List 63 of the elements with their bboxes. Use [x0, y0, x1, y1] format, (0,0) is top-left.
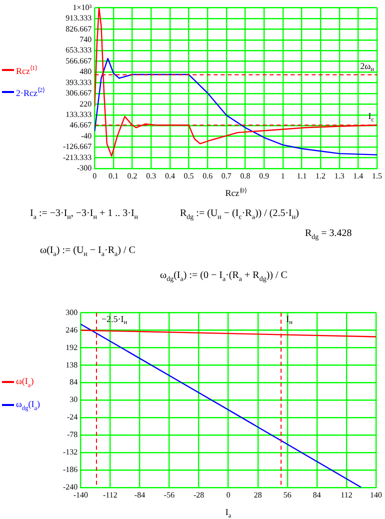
x-tick-label: 0.6	[202, 171, 213, 180]
y-tick-label: -132	[62, 448, 78, 457]
y-tick-label: 300	[66, 308, 78, 317]
y-tick-label: -24	[66, 412, 78, 422]
y-tick-label: -126.667	[62, 142, 92, 152]
legend-label: 2·Rcz$^{⟨2⟩}$	[16, 86, 45, 98]
y-tick-label: -213.333	[62, 152, 92, 162]
y-tick-label: 138	[66, 360, 78, 370]
y-tick-label: 306.667	[66, 88, 92, 98]
x-tick-label: 28	[254, 490, 262, 500]
x-tick-label: 0.1	[108, 171, 118, 180]
legend-label: ω$_{dg}$(I$_{a}$)	[16, 398, 40, 412]
x-tick-label: 0	[226, 490, 230, 500]
x-tick-label: 56	[283, 490, 292, 500]
x-tick-label: 0.8	[240, 171, 250, 180]
y-tick-label: -78	[66, 430, 78, 440]
legend-label: ω(I$_{a}$)	[16, 376, 34, 389]
x-tick-label: -28	[193, 490, 204, 500]
y-tick-label: 393.333	[66, 78, 92, 87]
y-tick-label: 246	[66, 325, 78, 334]
x-tick-label: 1.3	[334, 171, 344, 180]
x-tick-label: 1.4	[353, 171, 364, 180]
y-tick-label: -186	[62, 465, 78, 474]
x-tick-label: 0.3	[146, 171, 156, 180]
text: R$_{dg}$ := (U$_{н}$ − (I$_{c}$·R$_{a}$)) / (2.5·I$_{н}$)	[180, 208, 299, 221]
y-tick-label: 913.333	[66, 14, 92, 23]
x-tick-label: 140	[370, 490, 382, 500]
x-tick-label: 1	[280, 171, 285, 180]
x-tick-label: 0.5	[184, 171, 194, 180]
y-tick-label: -300	[76, 163, 92, 172]
x-tick-label: 0	[92, 171, 97, 180]
x-tick-label: -140	[73, 490, 88, 500]
x-tick-label: 0.9	[259, 171, 270, 180]
text: R$_{dg}$ = 3.428	[305, 228, 352, 241]
y-tick-label: 1×10³	[72, 2, 92, 12]
y-tick-label: 566.667	[66, 56, 92, 66]
x-tick-label: -84	[134, 490, 146, 500]
y-tick-label: -40	[80, 131, 92, 140]
y-tick-label: 84	[70, 378, 78, 387]
y-tick-label: 133.333	[66, 110, 92, 119]
x-tick-label: -56	[164, 490, 175, 500]
text: ω$_{dg}$(I$_{a}$) := (0 − I$_{a}$·(R$_{a}$ + R$_{dg}$)) / C	[160, 270, 288, 283]
y-tick-label: 653.333	[66, 46, 92, 55]
y-tick-label: 192	[66, 342, 78, 352]
y-tick-label: -240	[62, 482, 78, 492]
x-tick-label: 1.1	[296, 171, 307, 180]
x-tick-label: 1.2	[316, 171, 326, 180]
x-tick-label: 0.7	[221, 171, 232, 180]
y-tick-label: 826.667	[66, 24, 92, 34]
text: ω(I$_{a}$) := (U$_{н}$ − I$_{a}$·R$_{a}$) / C	[40, 245, 136, 258]
x-tick-label: 0.2	[127, 171, 138, 180]
x-tick-label: 112	[340, 490, 352, 500]
y-tick-label: 30	[70, 395, 78, 404]
legend-label: Rcz$^{⟨1⟩}$	[16, 64, 38, 76]
x-tick-label: 1.5	[372, 171, 382, 180]
text: I$_{a}$ := −3·I$_{н}$, −3·I$_{н}$ + 1 .. 3·I$_{н}$	[30, 208, 138, 221]
y-tick-label: 46.667	[70, 120, 92, 130]
x-tick-label: 84	[312, 490, 321, 500]
y-tick-label: 220	[80, 99, 92, 108]
y-tick-label: 740	[80, 35, 92, 44]
x-tick-label: 0.4	[164, 171, 175, 180]
y-tick-label: 480	[80, 67, 92, 76]
x-tick-label: -112	[103, 490, 118, 500]
